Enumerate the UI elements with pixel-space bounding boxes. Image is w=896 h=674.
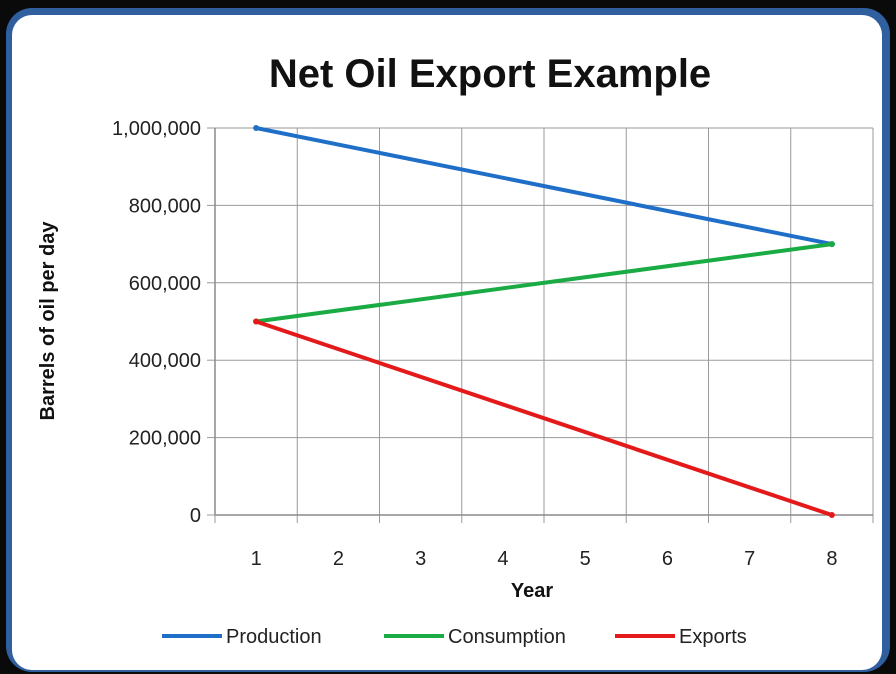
series-line-exports xyxy=(254,319,834,517)
series-line-consumption xyxy=(254,242,834,324)
y-axis-label: Barrels of oil per day xyxy=(37,221,59,421)
series-group xyxy=(253,125,835,518)
x-axis-ticks: 1 2 3 4 5 6 7 8 xyxy=(251,548,838,570)
chart-panel: Net Oil Export Example 0 200,000 400,000 60… xyxy=(12,15,882,670)
series-line-production xyxy=(254,126,834,247)
legend: Production Consumption Exports xyxy=(162,626,747,648)
data-point-consumption xyxy=(828,241,835,248)
legend-label-production: Production xyxy=(226,626,322,648)
y-tick-label: 600,000 xyxy=(129,273,201,295)
data-point-exports xyxy=(253,318,260,325)
y-tick-label: 0 xyxy=(190,505,201,527)
y-tick-label: 800,000 xyxy=(129,195,201,217)
grid xyxy=(207,127,874,523)
x-tick-label: 5 xyxy=(580,548,591,570)
legend-label-consumption: Consumption xyxy=(448,626,566,648)
x-tick-label: 6 xyxy=(662,548,673,570)
line-chart: Net Oil Export Example 0200,000400,00060… xyxy=(37,52,874,648)
x-tick-label: 1 xyxy=(251,548,262,570)
x-axis-label: Year xyxy=(511,580,553,602)
x-tick-label: 2 xyxy=(333,548,344,570)
x-tick-label: 8 xyxy=(826,548,837,570)
x-tick-label: 3 xyxy=(415,548,426,570)
legend-label-exports: Exports xyxy=(679,626,747,648)
y-tick-label: 1,000,000 xyxy=(112,118,201,140)
chart-title: Net Oil Export Example xyxy=(269,52,711,96)
y-tick-label: 200,000 xyxy=(129,428,201,450)
y-tick-label: 400,000 xyxy=(129,350,201,372)
x-tick-label: 4 xyxy=(497,548,508,570)
x-tick-label: 7 xyxy=(744,548,755,570)
data-point-production xyxy=(253,125,260,131)
data-point-exports xyxy=(828,512,835,518)
y-axis-ticks: 0 200,000 400,000 600,000 800,000 1,000,000 xyxy=(112,118,201,527)
